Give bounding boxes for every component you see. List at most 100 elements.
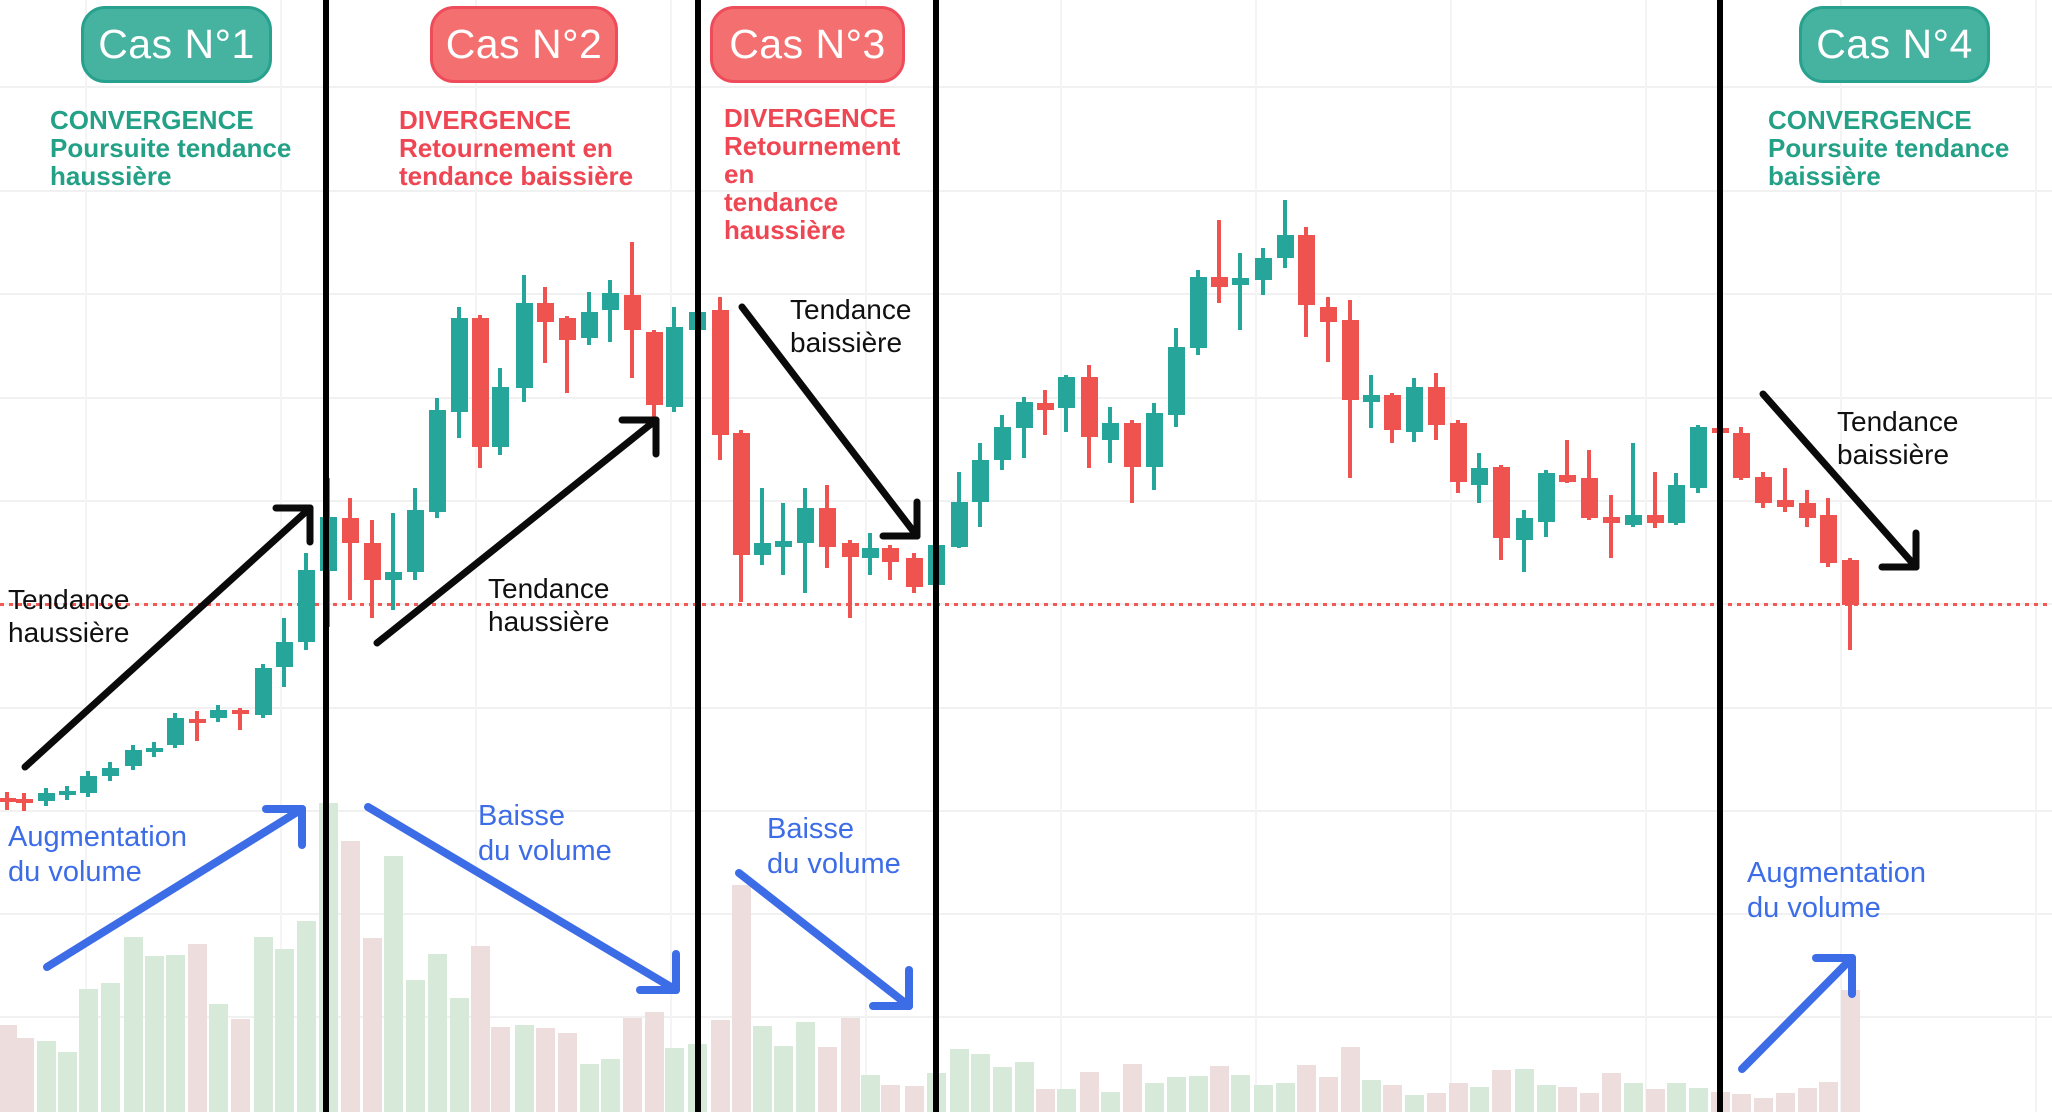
support-level-dotted-line [0,603,2052,606]
gridline-vertical [1255,0,1257,1112]
volume-bar [644,1012,664,1112]
candle-body [1689,427,1707,488]
volume-bar [1797,1088,1817,1112]
candle-body [1231,278,1249,285]
candle-wick [848,540,852,618]
candle-body [1841,560,1859,605]
case-2-badge: Cas N°2 [430,6,618,83]
candle-body [971,460,989,502]
volume-bar [1448,1083,1468,1112]
candle-body [950,502,968,547]
volume-bar [1645,1089,1665,1112]
volume-bar [296,921,316,1112]
gridline-vertical [1645,0,1647,1112]
candle-wick [608,280,612,342]
candle-body [732,433,750,555]
volume-bar [449,998,469,1112]
candle-body [15,799,33,803]
volume-bar [752,1026,772,1112]
volume-bar [1361,1080,1381,1112]
volume-bar [1666,1083,1686,1112]
candle-wick [1326,297,1330,362]
volume-bar [795,1022,815,1112]
volume-bar [208,1004,228,1112]
candle-body [1624,515,1642,525]
candle-body [881,548,899,562]
volume-bar [1382,1085,1402,1112]
volume-bar [710,1020,730,1112]
candle-body [491,387,509,447]
candle-wick [1653,472,1657,528]
candle-body [471,318,489,447]
candle-wick [1565,440,1569,483]
candle-body [1798,503,1816,518]
candle-body [231,710,249,714]
volume-bar [860,1075,880,1112]
candle-body [145,748,163,752]
gridline-horizontal [0,913,2052,915]
volume-bar [1122,1064,1142,1112]
candle-body [861,548,879,558]
candle-body [1776,500,1794,507]
candle-body [1210,277,1228,287]
gridline-horizontal [0,1016,2052,1018]
gridline-horizontal [0,397,2052,399]
candle-body [1319,307,1337,322]
candle-body [774,541,792,547]
volume-bar [100,983,120,1112]
volume-bar [1840,990,1860,1112]
candle-body [1470,468,1488,485]
volume-bar [773,1046,793,1112]
volume-bar [1601,1073,1621,1112]
volume-bar [383,856,403,1112]
candle-body [558,318,576,340]
candle-body [841,543,859,557]
case-4-description: CONVERGENCE Poursuite tendance baissière [1768,105,2010,191]
candle-wick [1283,200,1287,268]
volume-bar [1230,1075,1250,1112]
candle-body [796,508,814,543]
volume-bar [1166,1077,1186,1112]
candle-wick [1217,220,1221,303]
candle-body [818,508,836,547]
volume-bar [57,1052,77,1112]
candle-body [1362,395,1380,402]
gridline-vertical [1450,0,1452,1112]
candle-wick [1522,510,1526,572]
volume-label-augmentation-1: Augmentation du volume [8,821,187,888]
candle-body [0,798,16,802]
volume-label-baisse-2: Baisse du volume [767,813,901,880]
volume-bar [274,949,294,1112]
candle-body [363,543,381,580]
candle-body [1819,515,1837,563]
gridline-horizontal [0,500,2052,502]
volume-bar [165,955,185,1112]
volume-bar [817,1047,837,1112]
candle-body [580,312,598,338]
volume-bar [1623,1083,1643,1112]
volume-bar [427,954,447,1112]
candle-body [1646,515,1664,523]
candle-body [1492,467,1510,538]
gridline-vertical [2035,0,2037,1112]
volume-bar [992,1067,1012,1112]
volume-bar [123,937,143,1112]
candle-body [623,295,641,330]
candle-wick [348,498,352,600]
volume-bar [230,1019,250,1112]
candle-body [1580,478,1598,518]
gridline-horizontal [0,293,2052,295]
case-1-description: CONVERGENCE Poursuite tendance haussière [50,105,292,191]
volume-bar [1491,1070,1511,1112]
candle-body [993,427,1011,460]
volume-bar [1188,1076,1208,1112]
volume-bar [1275,1083,1295,1112]
candle-body [1732,433,1750,478]
case-1-badge: Cas N°1 [81,6,272,83]
section-divider [1717,0,1723,1112]
volume-bar [470,946,490,1112]
candle-body [37,793,55,801]
section-divider [695,0,701,1112]
volume-bar [1100,1092,1120,1112]
volume-bar [1818,1082,1838,1112]
